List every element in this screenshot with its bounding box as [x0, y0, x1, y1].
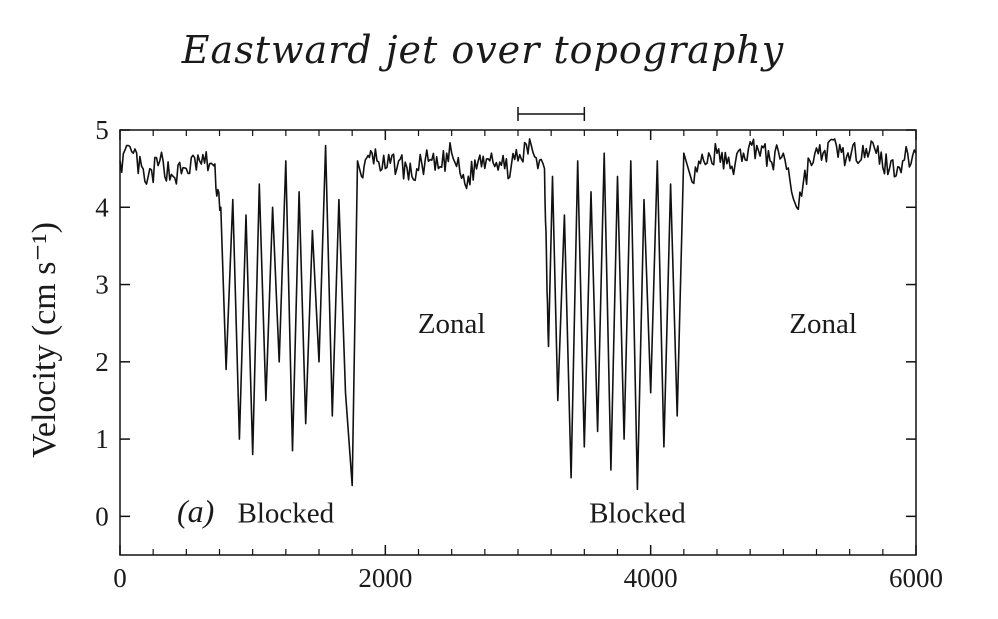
plot-frame — [119, 129, 917, 556]
x-tick-label: 0 — [113, 563, 127, 593]
annotation-zonal: Zonal — [789, 308, 857, 340]
annotation-blocked: Blocked — [589, 498, 686, 530]
x-tick-label: 2000 — [358, 563, 412, 593]
velocity-series-line — [119, 138, 917, 491]
annotation-blocked: Blocked — [238, 498, 335, 530]
x-tick-label: 4000 — [624, 563, 678, 593]
y-tick-label: 5 — [95, 115, 109, 145]
panel-label: (a) — [177, 493, 214, 529]
y-tick-label: 0 — [95, 501, 109, 531]
x-tick-label: 6000 — [889, 563, 943, 593]
y-tick-label: 2 — [95, 347, 109, 377]
y-tick-label: 3 — [95, 270, 109, 300]
plot-area — [119, 138, 917, 491]
y-axis-label: Velocity (cm s⁻¹) — [26, 222, 63, 458]
chart-marks: 0 2000 4000 6000 0 1 2 3 4 5 Zonal Zonal Blocked Bloc… — [95, 107, 943, 593]
annotation-zonal: Zonal — [418, 308, 486, 340]
y-tick-label: 1 — [95, 424, 109, 454]
chart-title: Eastward jet over topography — [181, 28, 784, 72]
y-tick-label: 4 — [95, 192, 109, 222]
